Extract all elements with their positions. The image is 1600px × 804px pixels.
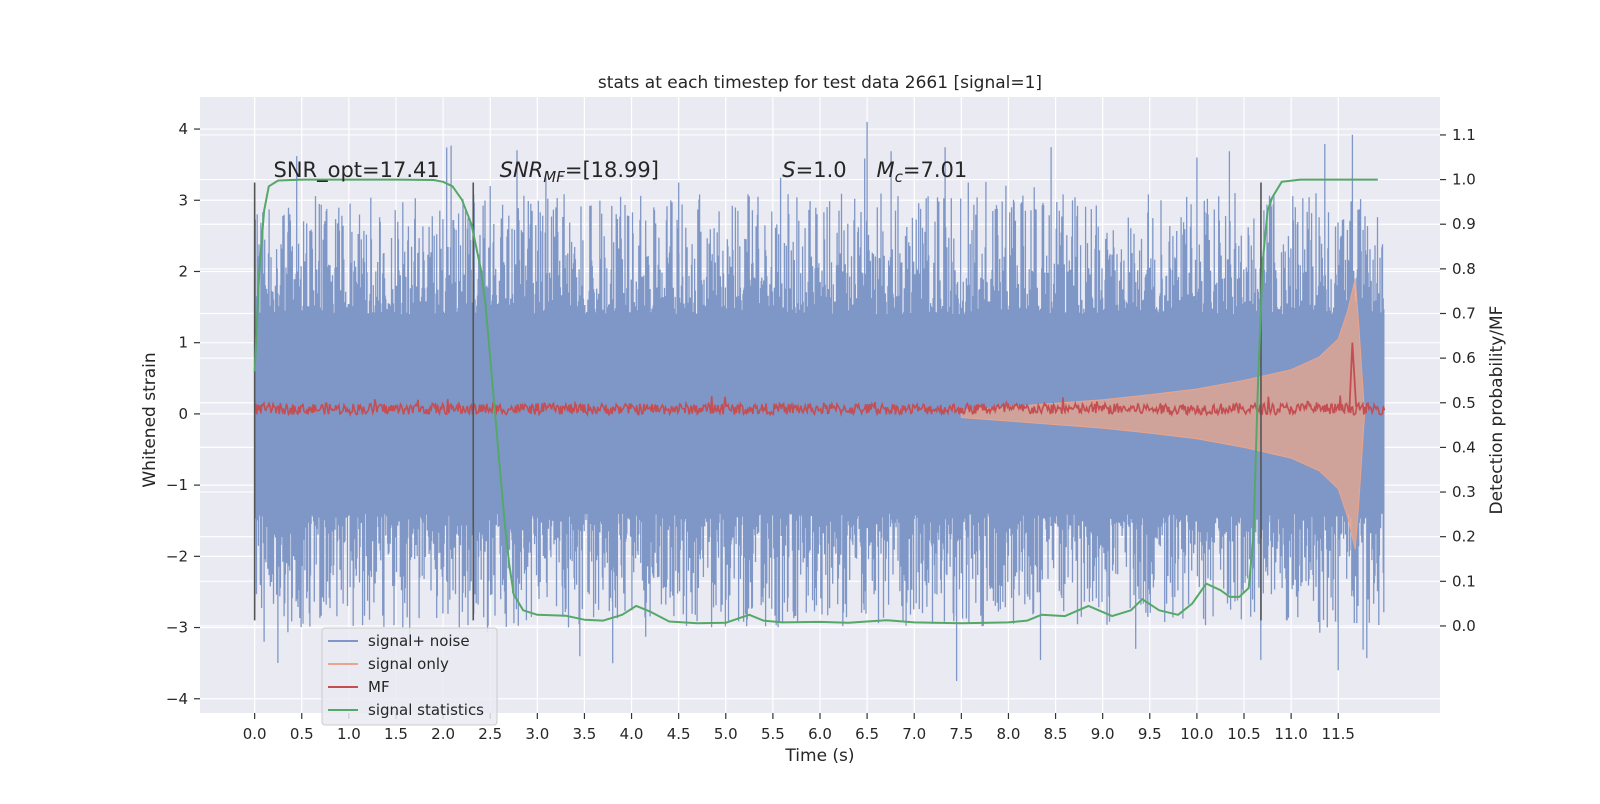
y-right-tick-label: 1.1 <box>1452 126 1476 144</box>
annotations: SNR_opt=17.41 SNRMF=[18.99] S=1.0 Mc=7.01 <box>273 158 967 186</box>
x-tick-label: 4.5 <box>667 725 691 743</box>
x-tick-label: 3.5 <box>573 725 597 743</box>
x-axis-ticks: 0.0 0.5 1.0 1.5 2.0 2.5 3.0 3.5 4.0 4.5 5.0 5.5 6.0 6… <box>243 713 1355 743</box>
series-mf <box>253 342 1386 418</box>
x-tick-label: 6.0 <box>808 725 832 743</box>
legend-entry: signal+ noise <box>368 632 470 650</box>
y-left-axis-label: Whitened strain <box>140 352 160 487</box>
x-axis-label: Time (s) <box>784 746 854 766</box>
legend-entry: signal statistics <box>368 701 484 719</box>
y-left-tick-label: −3 <box>166 619 188 637</box>
y-right-tick-label: 0.8 <box>1452 260 1476 278</box>
x-tick-label: 2.5 <box>478 725 502 743</box>
annotation-4: Mc=7.01 <box>877 158 968 186</box>
y-left-tick-label: 3 <box>178 191 188 209</box>
x-tick-label: 3.0 <box>525 725 549 743</box>
y-right-tick-label: 0.1 <box>1452 572 1476 590</box>
x-tick-label: 1.0 <box>337 725 361 743</box>
y-right-tick-label: 0.5 <box>1452 394 1476 412</box>
y-left-tick-label: 1 <box>178 334 188 352</box>
x-tick-label: 11.5 <box>1322 725 1355 743</box>
annotation-3: S=1.0 <box>782 158 846 182</box>
y-right-axis-ticks: 0.0 0.1 0.2 0.3 0.4 0.5 0.6 0.7 0.8 0.9 1.0 1.1 <box>1440 126 1476 635</box>
mf-line <box>253 395 1386 418</box>
y-left-axis-ticks: −4 −3 −2 −1 0 1 2 3 4 <box>166 120 200 708</box>
annotation-1: SNR_opt=17.41 <box>273 158 439 183</box>
x-tick-label: 0.0 <box>243 725 267 743</box>
y-right-tick-label: 0.3 <box>1452 483 1476 501</box>
y-right-tick-label: 0.4 <box>1452 438 1476 456</box>
y-right-tick-label: 0.7 <box>1452 304 1476 322</box>
x-tick-label: 10.5 <box>1227 725 1260 743</box>
legend-entry: MF <box>368 678 390 696</box>
y-right-tick-label: 0.2 <box>1452 528 1476 546</box>
y-right-tick-label: 1.0 <box>1452 171 1476 189</box>
x-tick-label: 10.0 <box>1180 725 1213 743</box>
x-tick-label: 11.0 <box>1274 725 1307 743</box>
x-tick-label: 5.0 <box>714 725 738 743</box>
annotation-2: SNRMF=[18.99] <box>500 158 659 186</box>
series-signal-statistics <box>253 178 1378 625</box>
mf-peak <box>1348 342 1358 407</box>
legend-entry: signal only <box>368 655 449 673</box>
x-tick-label: 5.5 <box>761 725 785 743</box>
vertical-markers <box>253 182 1262 621</box>
y-right-tick-label: 0.6 <box>1452 349 1476 367</box>
y-left-tick-label: −4 <box>166 690 188 708</box>
x-tick-label: 7.0 <box>902 725 926 743</box>
y-left-tick-label: 4 <box>178 120 188 138</box>
legend-box <box>321 627 498 726</box>
x-tick-label: 9.5 <box>1138 725 1162 743</box>
y-left-tick-label: 2 <box>178 262 188 280</box>
signal-statistics-line <box>253 178 1378 625</box>
x-tick-label: 7.5 <box>949 725 973 743</box>
x-tick-label: 8.5 <box>1044 725 1068 743</box>
x-tick-label: 6.5 <box>855 725 879 743</box>
x-tick-label: 0.5 <box>290 725 314 743</box>
x-tick-label: 9.0 <box>1091 725 1115 743</box>
y-left-tick-label: −2 <box>166 547 188 565</box>
y-right-tick-label: 0.0 <box>1452 617 1476 635</box>
legend: signal+ noise signal only MF signal statist… <box>321 627 498 726</box>
chart-title: stats at each timestep for test data 266… <box>598 73 1042 93</box>
x-tick-label: 1.5 <box>384 725 408 743</box>
x-tick-label: 8.0 <box>997 725 1021 743</box>
x-tick-label: 2.0 <box>431 725 455 743</box>
y-left-tick-label: −1 <box>166 476 188 494</box>
y-left-tick-label: 0 <box>178 405 188 423</box>
y-right-axis-label: Detection probability/MF <box>1487 306 1507 515</box>
x-tick-label: 4.0 <box>620 725 644 743</box>
y-right-tick-label: 0.9 <box>1452 215 1476 233</box>
